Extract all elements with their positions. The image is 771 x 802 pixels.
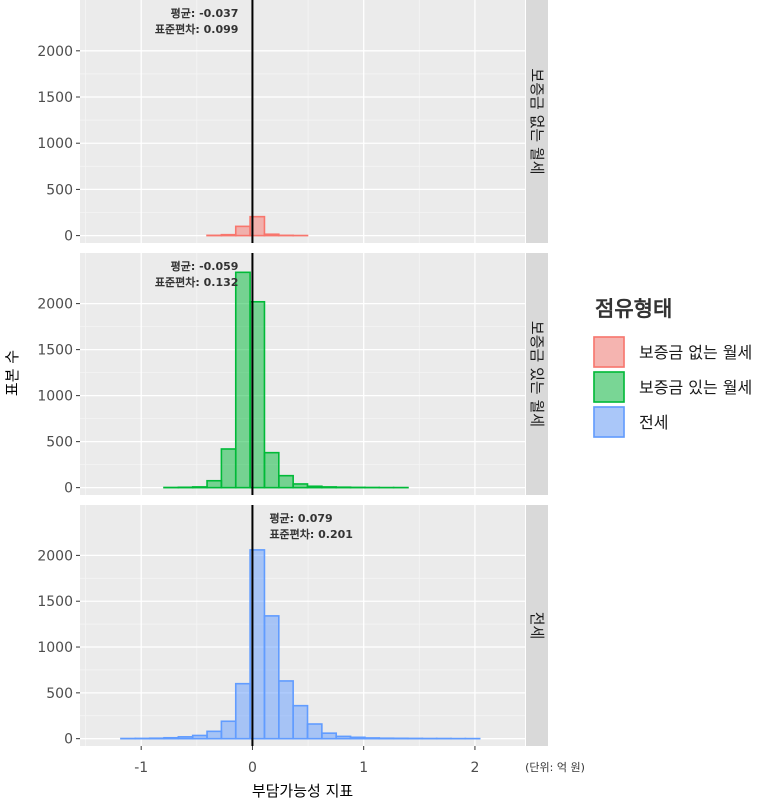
histogram-bar [364,737,381,740]
histogram-bar [191,734,208,740]
y-tick-label: 1000 [37,136,73,152]
histogram-bar [292,704,309,740]
legend-label: 보증금 있는 월세 [639,378,752,397]
histogram-bar [263,233,280,237]
panel-background [80,0,525,243]
histogram-bar [278,680,294,740]
histogram-bar [220,233,237,237]
y-tick-label: 1500 [37,343,73,359]
histogram-bar [321,486,338,489]
y-tick-label: 0 [64,229,73,245]
legend-key [593,336,625,368]
x-tick-label: 1 [359,760,368,776]
histogram-bar [191,486,208,489]
panel-background [80,253,525,495]
sd-annotation: 표준편차: 0.201 [269,527,353,541]
y-tick-label: 0 [64,732,73,748]
legend-key [593,371,625,403]
y-tick-label: 500 [46,182,73,198]
facet-strip [526,0,548,243]
histogram-bar [278,474,294,489]
y-tick-label: 1000 [37,389,73,405]
facet-panel: 0 500 1000 1500 2000 평균: 0.079 표준편차: 0.201 전세 [37,505,548,748]
y-axis-title: 표본 수 [3,350,21,396]
histogram-bar [163,736,180,740]
histogram-bar [206,479,223,489]
histogram-bar [321,732,338,740]
x-tick-label: 0 [248,760,257,776]
mean-annotation: 평균: -0.059 [171,259,239,273]
legend-key [593,406,625,438]
histogram-bar [234,682,251,740]
facet-panel: 0 500 1000 1500 2000 평균: -0.059 표준편차: 0.132 보증금… [37,253,548,497]
x-tick-label: 2 [470,760,479,776]
y-tick-label: 500 [46,686,73,702]
unit-note: (단위: 억 원) [525,761,585,774]
x-axis-title: 부담가능성 지표 [252,782,354,800]
y-tick-label: 2000 [37,44,73,60]
sd-annotation: 표준편차: 0.132 [155,275,239,289]
facet-strip [526,253,548,495]
y-tick-label: 1500 [37,90,73,106]
histogram-bar [249,215,266,237]
y-tick-label: 2000 [37,548,73,564]
y-tick-label: 500 [46,435,73,451]
histogram-bar [306,723,323,740]
facet-strip-label: 보증금 있는 월세 [528,321,546,427]
facet-strip-label: 보증금 없는 월세 [528,68,546,174]
facet-strip-label: 전세 [528,612,546,640]
legend-label: 전세 [639,413,668,432]
y-tick-label: 0 [64,481,73,497]
sd-annotation: 표준편차: 0.099 [155,22,239,36]
histogram-bar [220,720,237,740]
legend-label: 보증금 없는 월세 [639,343,752,362]
y-tick-label: 1000 [37,640,73,656]
histogram-bar [177,736,194,740]
mean-annotation: 평균: -0.037 [171,6,239,20]
histogram-bar [306,485,323,489]
histogram-bar [249,300,266,489]
histogram-bar [206,730,223,740]
histogram-bar [292,483,309,489]
histogram-bar [263,615,280,740]
histogram-bar [335,735,352,740]
facet-panel: 0 500 1000 1500 2000 평균: -0.037 표준편차: 0.099 보증금… [37,0,548,245]
y-tick-label: 2000 [37,297,73,313]
histogram-bar [263,451,280,489]
x-tick-label: -1 [134,760,148,776]
histogram-bar [220,448,237,489]
mean-annotation: 평균: 0.079 [269,511,332,525]
facet-strip [526,505,548,746]
histogram-bar [234,225,251,237]
histogram-bar [349,736,366,740]
histogram-bar [234,271,251,489]
y-tick-label: 1500 [37,594,73,610]
legend-title: 점유형태 [595,297,672,321]
